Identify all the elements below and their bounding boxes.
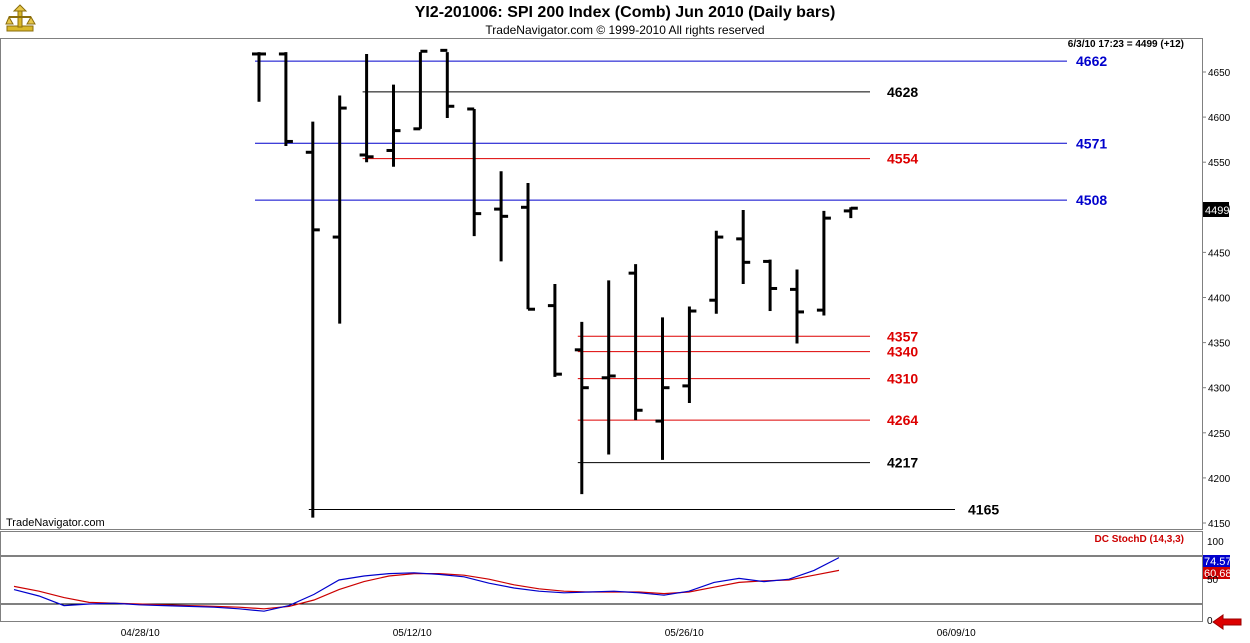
y-tick-label: 4300	[1208, 384, 1231, 395]
ohlc-bar	[682, 306, 697, 404]
x-tick-label: 05/26/10	[665, 628, 704, 639]
y-tick-label: 4550	[1208, 158, 1231, 169]
app-logo-icon[interactable]	[4, 4, 36, 34]
last-price-label: 4499	[1205, 205, 1229, 217]
level-label: 4554	[887, 151, 918, 167]
level-label: 4508	[1076, 192, 1107, 208]
y-tick-label: 4350	[1208, 339, 1231, 350]
y-axis: 4650460045504500445044004350430042504200…	[1202, 68, 1231, 530]
stoch-red-line	[13, 569, 840, 610]
stoch-tick-0: 0	[1207, 616, 1213, 627]
stoch-tick-100: 100	[1207, 537, 1224, 548]
price-panel-frame	[0, 38, 1203, 530]
watermark-link[interactable]: TradeNavigator.com	[6, 517, 105, 529]
ohlc-bar	[252, 52, 266, 102]
ohlc-bar	[386, 84, 401, 167]
level-label: 4264	[887, 412, 918, 428]
y-tick-label: 4150	[1208, 519, 1231, 530]
last-price-box	[1203, 202, 1229, 217]
y-tick-label: 4450	[1208, 248, 1231, 259]
ohlc-bar	[547, 283, 562, 377]
ohlc-bar	[628, 264, 643, 421]
stoch-red-value-box	[1203, 567, 1230, 579]
stoch-tick-50: 50	[1207, 575, 1219, 586]
y-tick-label: 4650	[1208, 68, 1231, 79]
y-tick-label: 4400	[1208, 294, 1231, 305]
ohlc-bar	[574, 321, 589, 495]
ohlc-bar	[655, 317, 670, 460]
ohlc-bar	[709, 230, 724, 314]
level-label: 4357	[887, 328, 918, 344]
stoch-blue-line	[13, 557, 840, 612]
x-tick-label: 06/09/10	[937, 628, 976, 639]
x-tick-label: 04/28/10	[121, 628, 160, 639]
stoch-blue-value-box	[1203, 555, 1230, 567]
y-tick-label: 4600	[1208, 113, 1231, 124]
x-tick-label: 05/12/10	[393, 628, 432, 639]
y-tick-label: 4250	[1208, 429, 1231, 440]
ohlc-bar	[521, 182, 535, 311]
stoch-red-value: 60.68	[1204, 568, 1232, 580]
bars-layer	[252, 48, 858, 518]
level-label: 4662	[1076, 53, 1107, 69]
ohlc-bar	[843, 206, 858, 219]
level-label: 4571	[1076, 135, 1107, 151]
ohlc-bar	[494, 171, 509, 262]
ohlc-bar	[413, 49, 428, 131]
x-axis: 04/28/10 05/12/10 05/26/10 06/09/10	[121, 628, 976, 639]
chart-title: YI2-201006: SPI 200 Index (Comb) Jun 201…	[414, 4, 836, 21]
level-label: 4628	[887, 84, 918, 100]
ohlc-bar	[467, 107, 482, 237]
indicator-panel-frame	[0, 531, 1203, 622]
indicator-name: DC StochD (14,3,3)	[1095, 534, 1184, 545]
level-label: 4340	[887, 344, 918, 360]
stoch-layer	[1, 555, 1202, 612]
back-arrow-icon[interactable]	[1212, 614, 1242, 630]
ohlc-bar	[305, 121, 320, 518]
ohlc-bar	[601, 280, 616, 455]
chart-subtitle: TradeNavigator.com © 1999-2010 All right…	[485, 23, 765, 37]
level-label: 4310	[887, 371, 918, 387]
ohlc-bar	[790, 269, 804, 344]
level-label: 4165	[968, 501, 999, 517]
y-tick-label: 4200	[1208, 474, 1231, 485]
ohlc-bar	[440, 48, 455, 119]
ohlc-bar	[763, 259, 778, 312]
quote-info: 6/3/10 17:23 = 4499 (+12)	[1068, 39, 1184, 50]
ohlc-bar	[332, 95, 347, 324]
ohlc-bar	[816, 210, 831, 316]
ohlc-bar	[359, 53, 374, 163]
ohlc-bar	[736, 210, 751, 284]
ohlc-bar	[278, 52, 293, 146]
level-label: 4217	[887, 455, 918, 471]
stoch-blue-value: 74.57	[1204, 556, 1232, 568]
